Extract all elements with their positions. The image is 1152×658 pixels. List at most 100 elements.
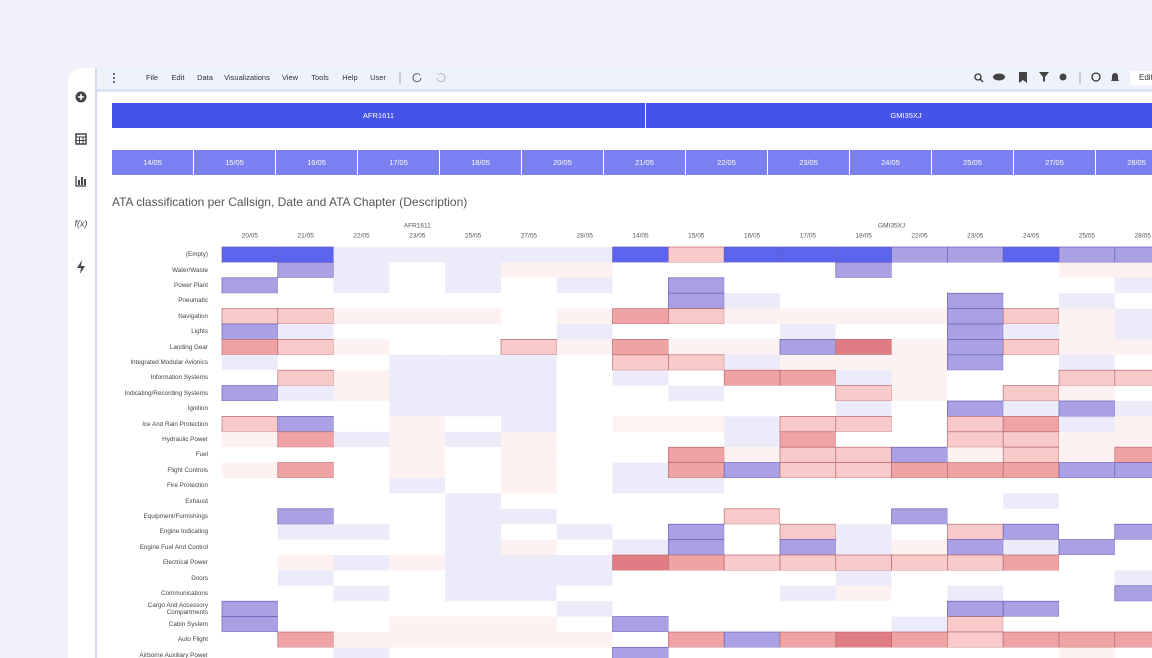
fx-icon[interactable]: f(x) [75, 218, 88, 228]
heatmap-cell [891, 462, 948, 479]
heatmap-cell [501, 524, 557, 540]
heatmap-cell [1002, 385, 1060, 402]
date-button[interactable] [1014, 150, 1095, 175]
heatmap-cell [947, 447, 1004, 463]
date-button[interactable] [1096, 150, 1152, 175]
heatmap-cell [445, 401, 501, 417]
column-label: 23/05 [409, 233, 426, 240]
date-button-label[interactable]: 18/05 [471, 158, 490, 167]
date-button-label[interactable]: 25/05 [963, 158, 982, 167]
callsign-button[interactable] [646, 103, 1152, 128]
heatmap-cell [780, 616, 836, 632]
callsign-label[interactable]: AFR1611 [363, 111, 394, 120]
heatmap-cell [668, 647, 725, 658]
heatmap-cell [501, 308, 557, 324]
date-button-label[interactable]: 20/05 [553, 158, 572, 167]
callsign-label[interactable]: GMI35XJ [890, 111, 922, 120]
heatmap-cell [445, 462, 501, 478]
date-button-label[interactable]: 23/05 [799, 158, 818, 167]
date-button-label[interactable]: 27/05 [1045, 158, 1064, 167]
edit-button-label[interactable]: Edit [1139, 73, 1152, 82]
chart-icon[interactable] [75, 176, 86, 187]
heatmap-cell [947, 354, 1004, 371]
table-icon[interactable] [75, 133, 87, 145]
date-button-label[interactable]: 21/05 [635, 158, 654, 167]
heatmap-cell [668, 462, 725, 479]
heatmap-cell [556, 308, 613, 324]
date-button-label[interactable]: 22/05 [717, 158, 736, 167]
heatmap-cell [668, 446, 725, 463]
heatmap-cell [1114, 339, 1152, 355]
bolt-icon[interactable] [77, 260, 85, 274]
row-label: Auto Flight [177, 636, 208, 644]
heatmap-cell [389, 247, 446, 263]
date-button[interactable] [112, 150, 193, 175]
heatmap-cell [668, 631, 725, 648]
date-button-label[interactable]: 15/05 [225, 158, 244, 167]
heatmap-cell [724, 431, 780, 448]
heatmap-cell [389, 601, 446, 617]
heatmap-cell [780, 262, 836, 278]
heatmap-cell [221, 246, 279, 263]
add-icon[interactable] [75, 91, 87, 103]
heatmap-cell [835, 385, 892, 402]
heatmap-cell [1114, 431, 1152, 448]
date-button[interactable] [358, 150, 439, 175]
heatmap-cell [723, 554, 781, 571]
date-button[interactable] [850, 150, 931, 175]
date-button-label[interactable]: 14/05 [143, 158, 162, 167]
heatmap-cell [780, 508, 836, 525]
date-button[interactable] [194, 150, 275, 175]
heatmap-cell [668, 308, 725, 325]
date-button[interactable] [440, 150, 521, 175]
heatmap-cell [780, 601, 836, 617]
heatmap-cell [333, 570, 390, 586]
heatmap-cell [779, 462, 837, 479]
heatmap-cell [445, 570, 501, 586]
menu-item[interactable]: User [370, 73, 386, 82]
menu-item[interactable]: Help [342, 73, 357, 82]
heatmap-cell [668, 324, 725, 340]
heatmap-cell [668, 262, 725, 278]
heatmap-cell [835, 308, 892, 324]
column-label: 22/05 [353, 233, 370, 240]
menu-item[interactable]: Edit [172, 73, 186, 82]
heatmap-cell [556, 601, 613, 617]
date-button[interactable] [604, 150, 685, 175]
heatmap-cell [835, 647, 892, 658]
heatmap-cell [556, 370, 613, 386]
date-button[interactable] [932, 150, 1013, 175]
row-label: Fuel [195, 451, 208, 459]
date-button[interactable] [768, 150, 849, 175]
heatmap-cell [891, 324, 948, 340]
heatmap-cell [222, 539, 278, 555]
date-button[interactable] [276, 150, 357, 175]
date-button-label[interactable]: 28/05 [1127, 158, 1146, 167]
heatmap-cell [389, 385, 446, 401]
heatmap-cell [780, 570, 836, 586]
menu-item[interactable]: Data [197, 73, 214, 82]
date-button[interactable] [686, 150, 767, 175]
menu-item[interactable]: View [282, 73, 299, 82]
row-label: Cargo And Accessory Compartments [147, 601, 208, 616]
heatmap-cell [612, 554, 669, 571]
callsign-button[interactable] [112, 103, 645, 128]
heatmap-cell [947, 462, 1004, 479]
menu-item[interactable]: File [146, 73, 158, 82]
menu-item[interactable]: Tools [311, 73, 329, 82]
date-button-label[interactable]: 24/05 [881, 158, 900, 167]
heatmap-cell [556, 570, 613, 586]
heatmap-cell [501, 647, 557, 658]
heatmap-cell [1002, 554, 1060, 571]
edit-button[interactable] [1130, 71, 1152, 85]
heatmap-cell [222, 493, 278, 509]
date-button-label[interactable]: 16/05 [307, 158, 326, 167]
heatmap-cell [779, 554, 837, 571]
row-label: Pneumatic [178, 297, 208, 305]
heatmap-cell [947, 292, 1004, 309]
heatmap-cell [445, 524, 501, 540]
date-button-label[interactable]: 17/05 [389, 158, 408, 167]
date-button[interactable] [522, 150, 603, 175]
menu-item[interactable]: Visualizations [224, 73, 270, 82]
heatmap-cell [1003, 262, 1059, 278]
